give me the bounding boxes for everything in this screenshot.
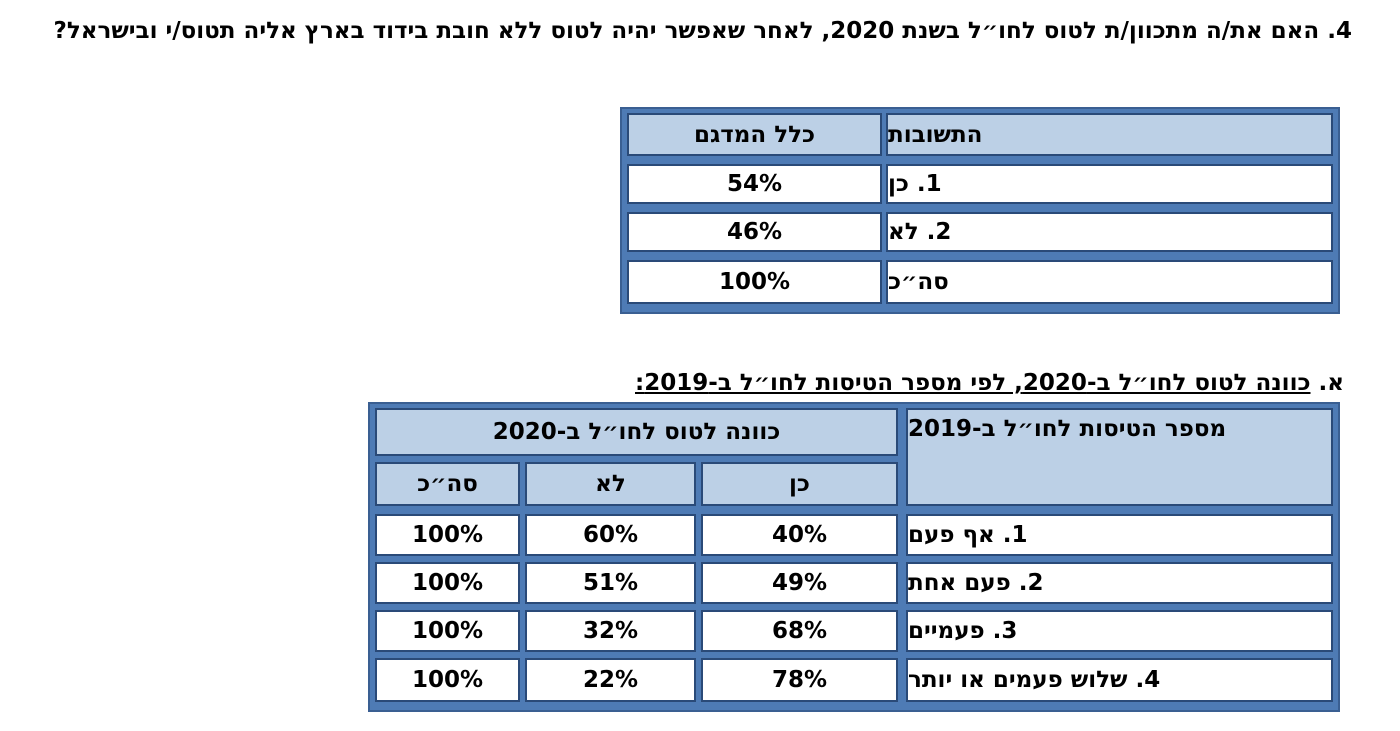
header-total-sample: כלל המדגם [627,113,882,156]
row-total-three-plus: 100% [375,658,520,702]
row-yes-three-plus: 78% [701,658,898,702]
header-total: סה״כ [375,462,520,506]
header-yes: כן [701,462,898,506]
row-label-never: 1. אף פעם [906,514,1333,556]
row-value-total: 100% [627,260,882,304]
row-value-yes: 54% [627,164,882,204]
row-label-once: 2. פעם אחת [906,562,1333,604]
header-flights-2019: מספר הטיסות לחו״ל ב-2019 [906,408,1333,506]
row-yes-never: 40% [701,514,898,556]
row-total-twice: 100% [375,610,520,652]
row-total-never: 100% [375,514,520,556]
header-no: לא [525,462,696,506]
row-label-twice: 3. פעמיים [906,610,1333,652]
row-no-never: 60% [525,514,696,556]
row-label-no: 2. לא [886,212,1333,252]
header-intent-2020: כוונה לטוס לחו״ל ב-2020 [375,408,898,456]
row-value-no: 46% [627,212,882,252]
flights-table: מספר הטיסות לחו״ל ב-2019 כוונה לטוס לחו״… [368,402,1340,712]
section-subtitle: א. כוונה לטוס לחו״ל ב-2020, לפי מספר הטי… [635,366,1344,400]
row-label-three-plus: 4. שלוש פעמים או יותר [906,658,1333,702]
row-yes-once: 49% [701,562,898,604]
row-label-yes: 1. כן [886,164,1333,204]
row-total-once: 100% [375,562,520,604]
row-label-total: סה״כ [886,260,1333,304]
answers-table: התשובות כלל המדגם 1. כן 54% 2. לא 46% סה… [620,107,1340,314]
header-answers: התשובות [886,113,1333,156]
row-no-once: 51% [525,562,696,604]
row-no-three-plus: 22% [525,658,696,702]
subtitle-text: כוונה לטוס לחו״ל ב-2020, לפי מספר הטיסות… [635,370,1311,396]
question-text: 4. האם את/ה מתכוון/ת לטוס לחו״ל בשנת 202… [53,18,1352,44]
row-no-twice: 32% [525,610,696,652]
subtitle-prefix: א. [1318,370,1344,396]
row-yes-twice: 68% [701,610,898,652]
